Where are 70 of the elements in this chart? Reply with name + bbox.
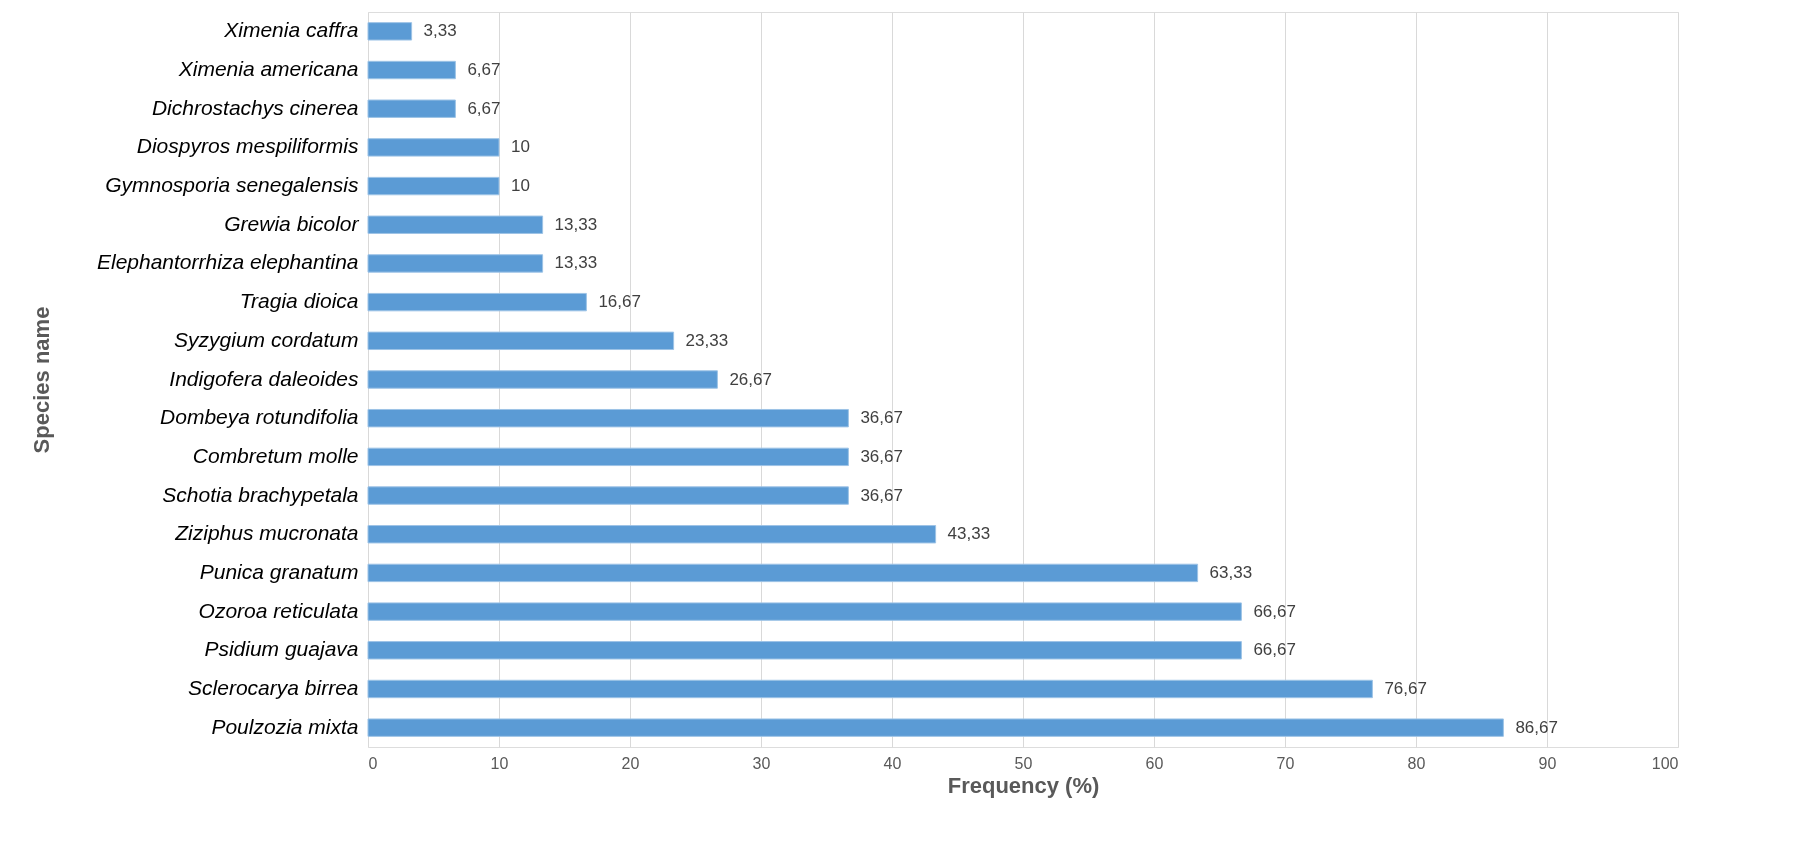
data-label: 16,67 bbox=[598, 292, 641, 312]
data-label: 10 bbox=[511, 176, 530, 196]
bar bbox=[367, 254, 544, 273]
y-tick-label: Ozoroa reticulata bbox=[198, 598, 359, 622]
y-tick-label: Elephantorrhiza elephantina bbox=[96, 250, 359, 274]
data-label: 66,67 bbox=[1253, 601, 1296, 621]
y-tick-label: Indigofera daleoides bbox=[169, 366, 359, 390]
data-label: 26,67 bbox=[729, 369, 772, 389]
bar bbox=[367, 525, 937, 544]
bar bbox=[367, 292, 587, 312]
bar bbox=[367, 215, 544, 234]
data-label: 43,33 bbox=[947, 524, 991, 544]
bar bbox=[367, 60, 456, 80]
data-label: 36,67 bbox=[860, 485, 903, 505]
data-label: 13,33 bbox=[554, 253, 598, 273]
x-tick-label: 100 bbox=[1651, 754, 1679, 772]
y-tick-label: Schotia brachypetala bbox=[162, 482, 359, 506]
data-label: 36,67 bbox=[860, 446, 903, 466]
bar bbox=[367, 370, 718, 389]
x-tick-label: 0 bbox=[368, 754, 378, 772]
y-tick-label: Gymnosporia senegalensis bbox=[105, 173, 359, 197]
y-tick-label: Tragia dioica bbox=[239, 289, 359, 313]
bar bbox=[367, 641, 1242, 660]
x-tick-label: 40 bbox=[883, 754, 902, 772]
bar bbox=[367, 679, 1373, 699]
bar bbox=[367, 331, 675, 351]
bar bbox=[367, 408, 849, 428]
bar bbox=[367, 22, 413, 41]
x-tick-label: 80 bbox=[1407, 754, 1426, 772]
y-tick-label: Poulzozia mixta bbox=[211, 714, 359, 738]
data-label: 6,67 bbox=[467, 98, 501, 118]
data-label: 66,67 bbox=[1253, 640, 1296, 660]
data-label: 86,67 bbox=[1515, 717, 1558, 737]
y-tick-label: Punica granatum bbox=[199, 559, 359, 583]
bar bbox=[367, 486, 849, 505]
data-label: 6,67 bbox=[467, 60, 501, 80]
y-tick-label: Sclerocarya birrea bbox=[188, 675, 359, 699]
bar bbox=[367, 99, 456, 118]
bar bbox=[367, 718, 1504, 737]
bar bbox=[367, 447, 849, 467]
x-tick-label: 10 bbox=[490, 754, 509, 772]
x-axis-title: Frequency (%) bbox=[947, 772, 1100, 798]
x-tick-label: 90 bbox=[1538, 754, 1557, 772]
y-tick-label: Ziziphus mucronata bbox=[174, 521, 359, 545]
data-label: 23,33 bbox=[685, 330, 729, 350]
data-label: 3,33 bbox=[423, 21, 457, 41]
data-label: 13,33 bbox=[554, 214, 598, 234]
x-tick-label: 70 bbox=[1276, 754, 1295, 772]
data-label: 63,33 bbox=[1209, 562, 1253, 582]
y-tick-label: Grewia bicolor bbox=[224, 211, 360, 235]
bar bbox=[367, 602, 1242, 621]
y-tick-label: Dichrostachys cinerea bbox=[151, 95, 359, 119]
bar bbox=[367, 176, 500, 196]
x-tick-label: 60 bbox=[1145, 754, 1164, 772]
data-label: 36,67 bbox=[860, 408, 903, 428]
x-tick-label: 50 bbox=[1014, 754, 1033, 772]
y-tick-label: Combretum molle bbox=[192, 443, 359, 467]
data-label: 76,67 bbox=[1384, 678, 1427, 698]
data-label: 10 bbox=[511, 137, 530, 157]
y-tick-label: Ximenia americana bbox=[177, 57, 359, 81]
y-tick-label: Psidium guajava bbox=[204, 637, 359, 661]
y-tick-label: Ximenia caffra bbox=[223, 18, 359, 42]
y-axis-title: Species name bbox=[28, 306, 54, 454]
y-tick-label: Syzygium cordatum bbox=[174, 327, 359, 351]
y-tick-label: Diospyros mespiliformis bbox=[136, 134, 359, 158]
x-tick-label: 20 bbox=[621, 754, 640, 772]
bar bbox=[367, 563, 1199, 583]
bar bbox=[367, 138, 500, 157]
y-tick-label: Dombeya rotundifolia bbox=[160, 405, 359, 429]
x-tick-label: 30 bbox=[752, 754, 771, 772]
